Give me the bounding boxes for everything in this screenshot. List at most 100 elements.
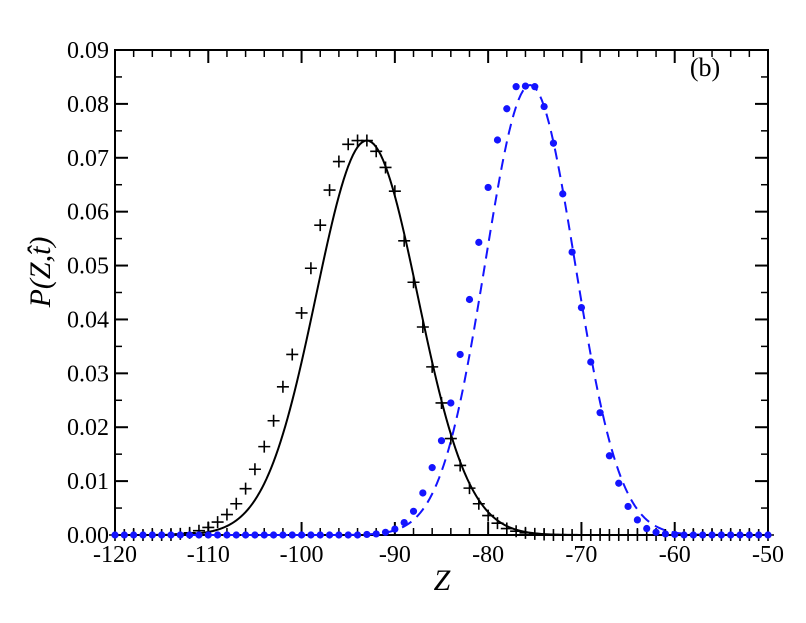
series-solid-curve	[115, 139, 768, 536]
circle-marker	[764, 531, 772, 539]
circle-marker	[111, 531, 119, 539]
y-tick-label: 0.05	[67, 254, 109, 280]
circle-marker	[465, 295, 474, 304]
circle-marker	[391, 525, 399, 533]
circle-marker	[633, 516, 642, 524]
circle-marker	[521, 82, 530, 90]
circle-marker	[307, 531, 315, 539]
plus-marker	[323, 184, 336, 197]
plus-marker	[491, 517, 504, 530]
plus-marker	[342, 138, 355, 151]
circle-marker	[624, 502, 632, 511]
circle-marker	[531, 83, 539, 91]
circle-marker	[372, 530, 380, 538]
circle-marker	[419, 489, 427, 497]
circle-marker	[708, 531, 716, 539]
plus-marker	[314, 219, 327, 232]
circle-marker	[130, 531, 138, 539]
circle-marker	[549, 139, 558, 147]
plus-marker	[500, 522, 513, 535]
plus-marker	[332, 155, 345, 168]
plus-marker	[230, 497, 243, 510]
circle-marker	[195, 531, 203, 539]
plus-marker	[267, 414, 280, 427]
plus-marker	[435, 396, 448, 409]
circle-marker	[279, 531, 287, 539]
plus-marker	[472, 497, 485, 510]
circle-marker	[437, 437, 446, 445]
circle-marker	[167, 531, 175, 539]
circle-marker	[587, 358, 595, 366]
circle-marker	[503, 105, 511, 113]
plus-marker	[379, 161, 392, 174]
plot-frame	[114, 49, 769, 536]
circle-marker	[353, 531, 362, 539]
plus-marker	[276, 380, 289, 393]
circle-marker	[260, 531, 268, 539]
circle-marker	[251, 531, 259, 539]
plus-marker	[416, 320, 429, 333]
circle-marker	[577, 303, 586, 312]
y-tick-label: 0.03	[67, 361, 109, 387]
circle-marker	[615, 479, 623, 487]
plus-marker	[407, 276, 420, 289]
circle-marker	[596, 409, 604, 417]
circle-marker	[269, 531, 278, 539]
y-axis: 0.00 0.01 0.02 0.03 0.04 0.05 0.06 0.07 0.08 0.09	[67, 38, 768, 549]
y-axis-title: P(Z,t̂)	[24, 237, 57, 309]
plus-marker	[388, 185, 401, 198]
x-tick-label: -110	[187, 542, 230, 568]
circle-marker	[204, 531, 212, 539]
circle-marker	[568, 248, 576, 256]
plus-marker	[258, 440, 271, 453]
circle-marker	[689, 531, 697, 539]
circle-marker	[139, 531, 147, 539]
circle-marker	[316, 531, 324, 539]
x-tick-label: -60	[659, 542, 691, 568]
circle-marker	[755, 531, 763, 539]
y-tick-label: 0.04	[67, 307, 109, 333]
series-dashed-curve	[115, 83, 768, 536]
y-tick-label: 0.00	[67, 523, 109, 549]
circle-marker	[717, 531, 725, 539]
plus-marker	[304, 262, 317, 275]
circle-marker	[158, 531, 166, 539]
plus-marker	[426, 360, 439, 373]
circle-marker	[288, 531, 296, 539]
y-tick-label: 0.09	[67, 38, 109, 64]
circle-marker	[671, 530, 679, 539]
x-tick-label: -70	[565, 542, 597, 568]
plus-marker	[519, 526, 532, 539]
circle-marker	[447, 399, 455, 407]
circle-marker	[512, 83, 520, 91]
circle-marker	[428, 464, 436, 472]
plus-marker	[482, 509, 495, 522]
plus-marker	[248, 463, 261, 476]
y-tick-label: 0.07	[67, 146, 109, 172]
plus-marker	[398, 234, 411, 247]
circle-marker	[699, 531, 707, 539]
circle-marker	[680, 531, 688, 539]
x-tick-label: -90	[379, 542, 411, 568]
y-tick-label: 0.06	[67, 200, 109, 226]
circle-marker	[559, 190, 567, 198]
plus-marker	[510, 525, 523, 538]
circle-marker	[400, 519, 408, 527]
circle-marker	[242, 531, 250, 539]
series-layer	[109, 82, 774, 541]
circle-marker	[381, 528, 390, 536]
circle-marker	[176, 531, 184, 539]
x-tick-label: -80	[472, 542, 504, 568]
plus-marker	[360, 134, 373, 147]
plus-marker	[286, 348, 299, 361]
plot-border	[114, 49, 769, 536]
plus-marker	[211, 516, 224, 529]
circle-marker	[223, 531, 231, 539]
x-tick-label: -100	[280, 542, 324, 568]
circle-marker	[493, 136, 502, 144]
circle-marker	[727, 531, 735, 539]
y-tick-label: 0.01	[67, 469, 109, 495]
plus-marker	[454, 459, 467, 472]
circle-marker	[148, 531, 156, 539]
